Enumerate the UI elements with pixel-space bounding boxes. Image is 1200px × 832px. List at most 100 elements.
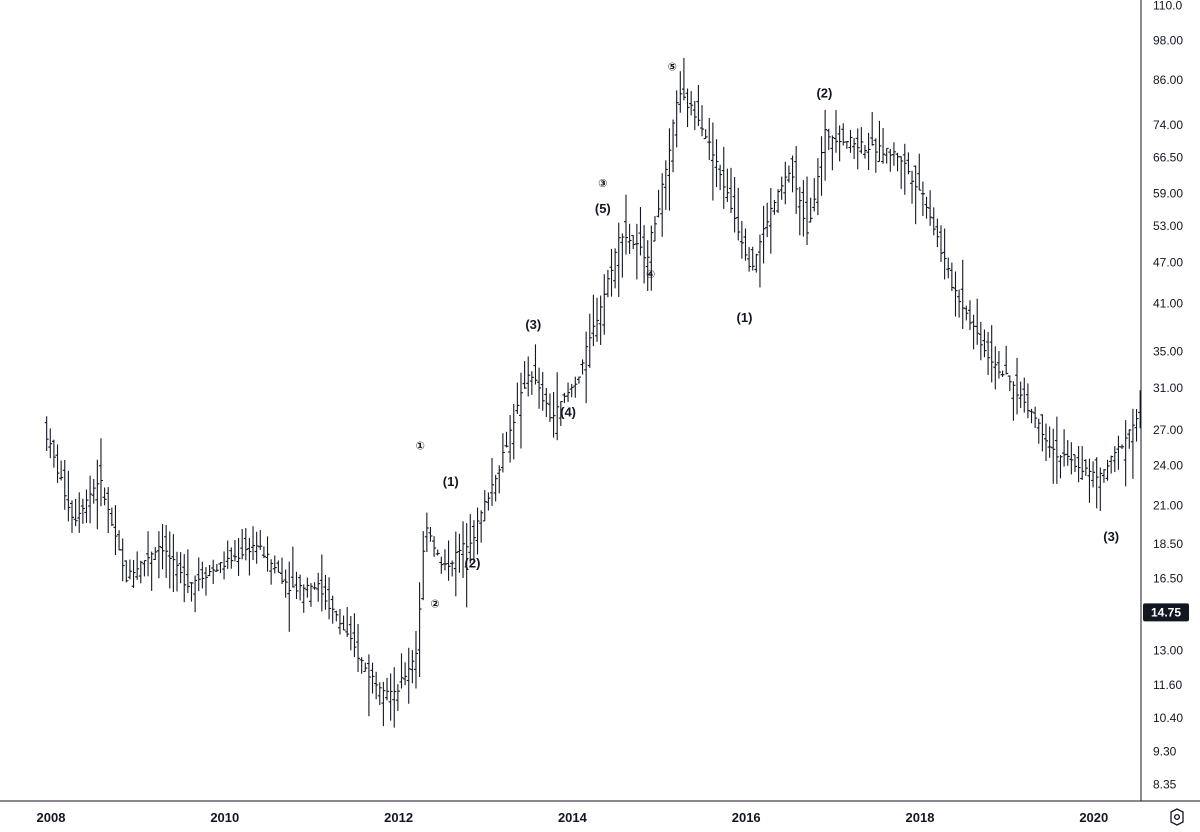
price-bar [1015,357,1020,415]
price-bar [363,662,368,673]
price-bar [504,431,509,448]
price-bar [269,559,274,585]
price-bar [406,647,411,704]
price-bar [815,158,820,216]
price-bar [182,554,187,603]
price-bar [613,248,618,289]
price-bar [189,582,194,602]
price-bar [870,112,875,146]
price-bar [627,223,632,254]
price-bar [1029,408,1034,424]
price-bar [413,630,418,689]
price-bar [569,383,574,398]
price-bar [421,531,426,601]
price-bar [1127,429,1132,449]
price-bar [461,521,466,578]
price-bar [482,490,487,522]
price-bar [247,537,252,576]
price-tick-label: 47.00 [1153,255,1183,269]
price-bars [44,57,1200,728]
wave-label: (3) [1103,529,1119,544]
price-bar [200,561,205,589]
time-axis[interactable]: 2008201020122014201620182020202220242026… [37,810,1200,825]
price-bar [1036,418,1041,444]
price-bar [232,540,237,562]
price-bar [109,507,114,527]
price-bar [493,474,498,502]
price-bar [77,492,82,533]
price-bar [703,129,708,140]
price-bar [547,393,552,422]
price-bar [156,531,161,579]
price-bar [395,684,400,711]
price-bar [526,356,531,397]
price-bar [529,371,534,395]
price-bar [424,512,429,553]
svg-text:⑤: ⑤ [668,60,677,73]
price-bar [957,289,962,318]
price-bar [370,662,375,694]
price-bar [301,584,306,613]
price-bar [891,142,896,166]
price-bar [153,547,158,561]
price-tick-label: 53.00 [1153,219,1183,233]
svg-text:①: ① [416,439,425,452]
time-tick-label: 2012 [384,810,413,825]
price-bar [345,607,350,637]
price-bar [910,170,915,204]
price-bar [475,507,480,555]
price-bar [381,681,386,727]
price-bar [725,168,730,202]
price-bar [754,253,759,273]
price-bar [211,559,216,585]
price-tick-label: 86.00 [1153,73,1183,87]
price-axis-background [1141,0,1200,801]
price-bar [175,551,180,592]
price-bar [399,653,404,689]
price-bar [435,549,440,556]
price-bar [566,382,571,403]
price-tick-label: 110.0 [1153,0,1182,12]
price-bar [913,165,918,225]
price-bar [638,207,643,256]
price-bar [1054,416,1059,484]
price-bar [852,138,857,160]
price-bar [341,615,346,631]
last-price-badge: 14.75 [1143,603,1189,622]
price-bar [718,164,723,191]
price-bar [989,325,994,383]
settings-icon[interactable] [1170,808,1184,826]
price-bar [667,128,672,211]
price-bar [1065,440,1070,466]
price-bar [1080,446,1085,481]
price-bar [971,314,976,350]
price-bar [73,498,78,527]
price-axis[interactable]: 110.0 98.00 86.00 74.00 66.50 59.00 53.00 47.00… [1153,0,1183,791]
price-bar [700,105,705,137]
price-bar [374,671,379,700]
price-bar [442,549,447,571]
price-bar [906,152,911,175]
price-bar [348,615,353,651]
price-bar [261,546,266,559]
price-bar [826,128,831,151]
wave-label: ⑤ [668,60,677,73]
price-bar [728,167,733,214]
price-bar [305,577,310,598]
price-bar [283,569,288,598]
wave-label: ② [430,597,439,610]
time-tick-label: 2018 [906,810,935,825]
price-bar [432,536,437,557]
price-bar [91,478,96,504]
price-bar [497,465,502,494]
price-bar [1000,370,1005,377]
price-bar [616,222,621,298]
price-bar [605,269,610,298]
price-bar [1120,444,1125,449]
price-bar [1058,455,1063,479]
price-bar [171,534,176,593]
price-bar [765,202,770,238]
price-bar [696,84,701,127]
price-bar [98,438,103,507]
